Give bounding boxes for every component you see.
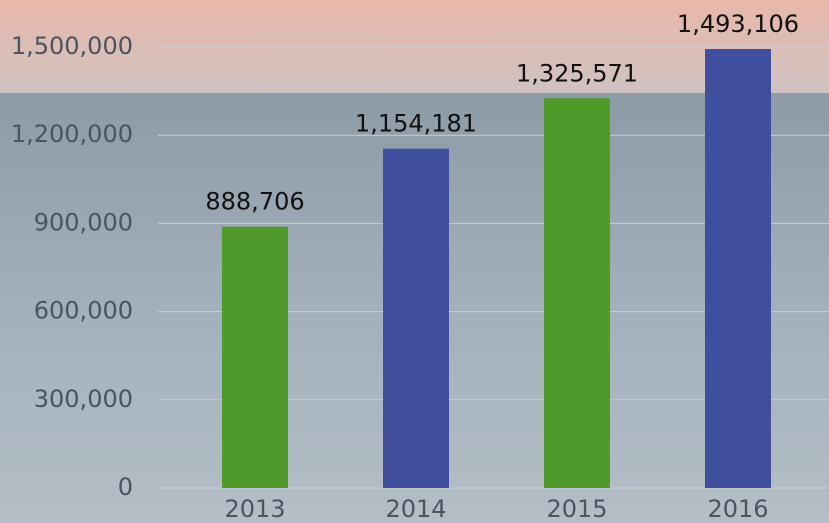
x-tick-label: 2015 — [546, 495, 607, 523]
bar — [544, 98, 610, 488]
bar — [222, 227, 288, 488]
bar — [705, 49, 771, 488]
y-tick-label: 600,000 — [34, 297, 133, 325]
y-tick-label: 900,000 — [34, 208, 133, 236]
value-label: 1,154,181 — [355, 110, 477, 138]
x-tick-label: 2014 — [385, 495, 446, 523]
y-tick-label: 0 — [118, 473, 133, 501]
value-label: 1,325,571 — [516, 59, 638, 87]
value-label: 888,706 — [205, 188, 304, 216]
y-tick-label: 1,200,000 — [11, 120, 133, 148]
y-tick-label: 300,000 — [34, 385, 133, 413]
x-tick-label: 2016 — [707, 495, 768, 523]
y-tick-label: 1,500,000 — [11, 32, 133, 60]
bar — [383, 149, 449, 488]
chart: 0 300,000 600,000 900,000 1,200,000 1,500,000… — [0, 0, 829, 523]
x-tick-label: 2013 — [224, 495, 285, 523]
value-label: 1,493,106 — [677, 10, 799, 38]
